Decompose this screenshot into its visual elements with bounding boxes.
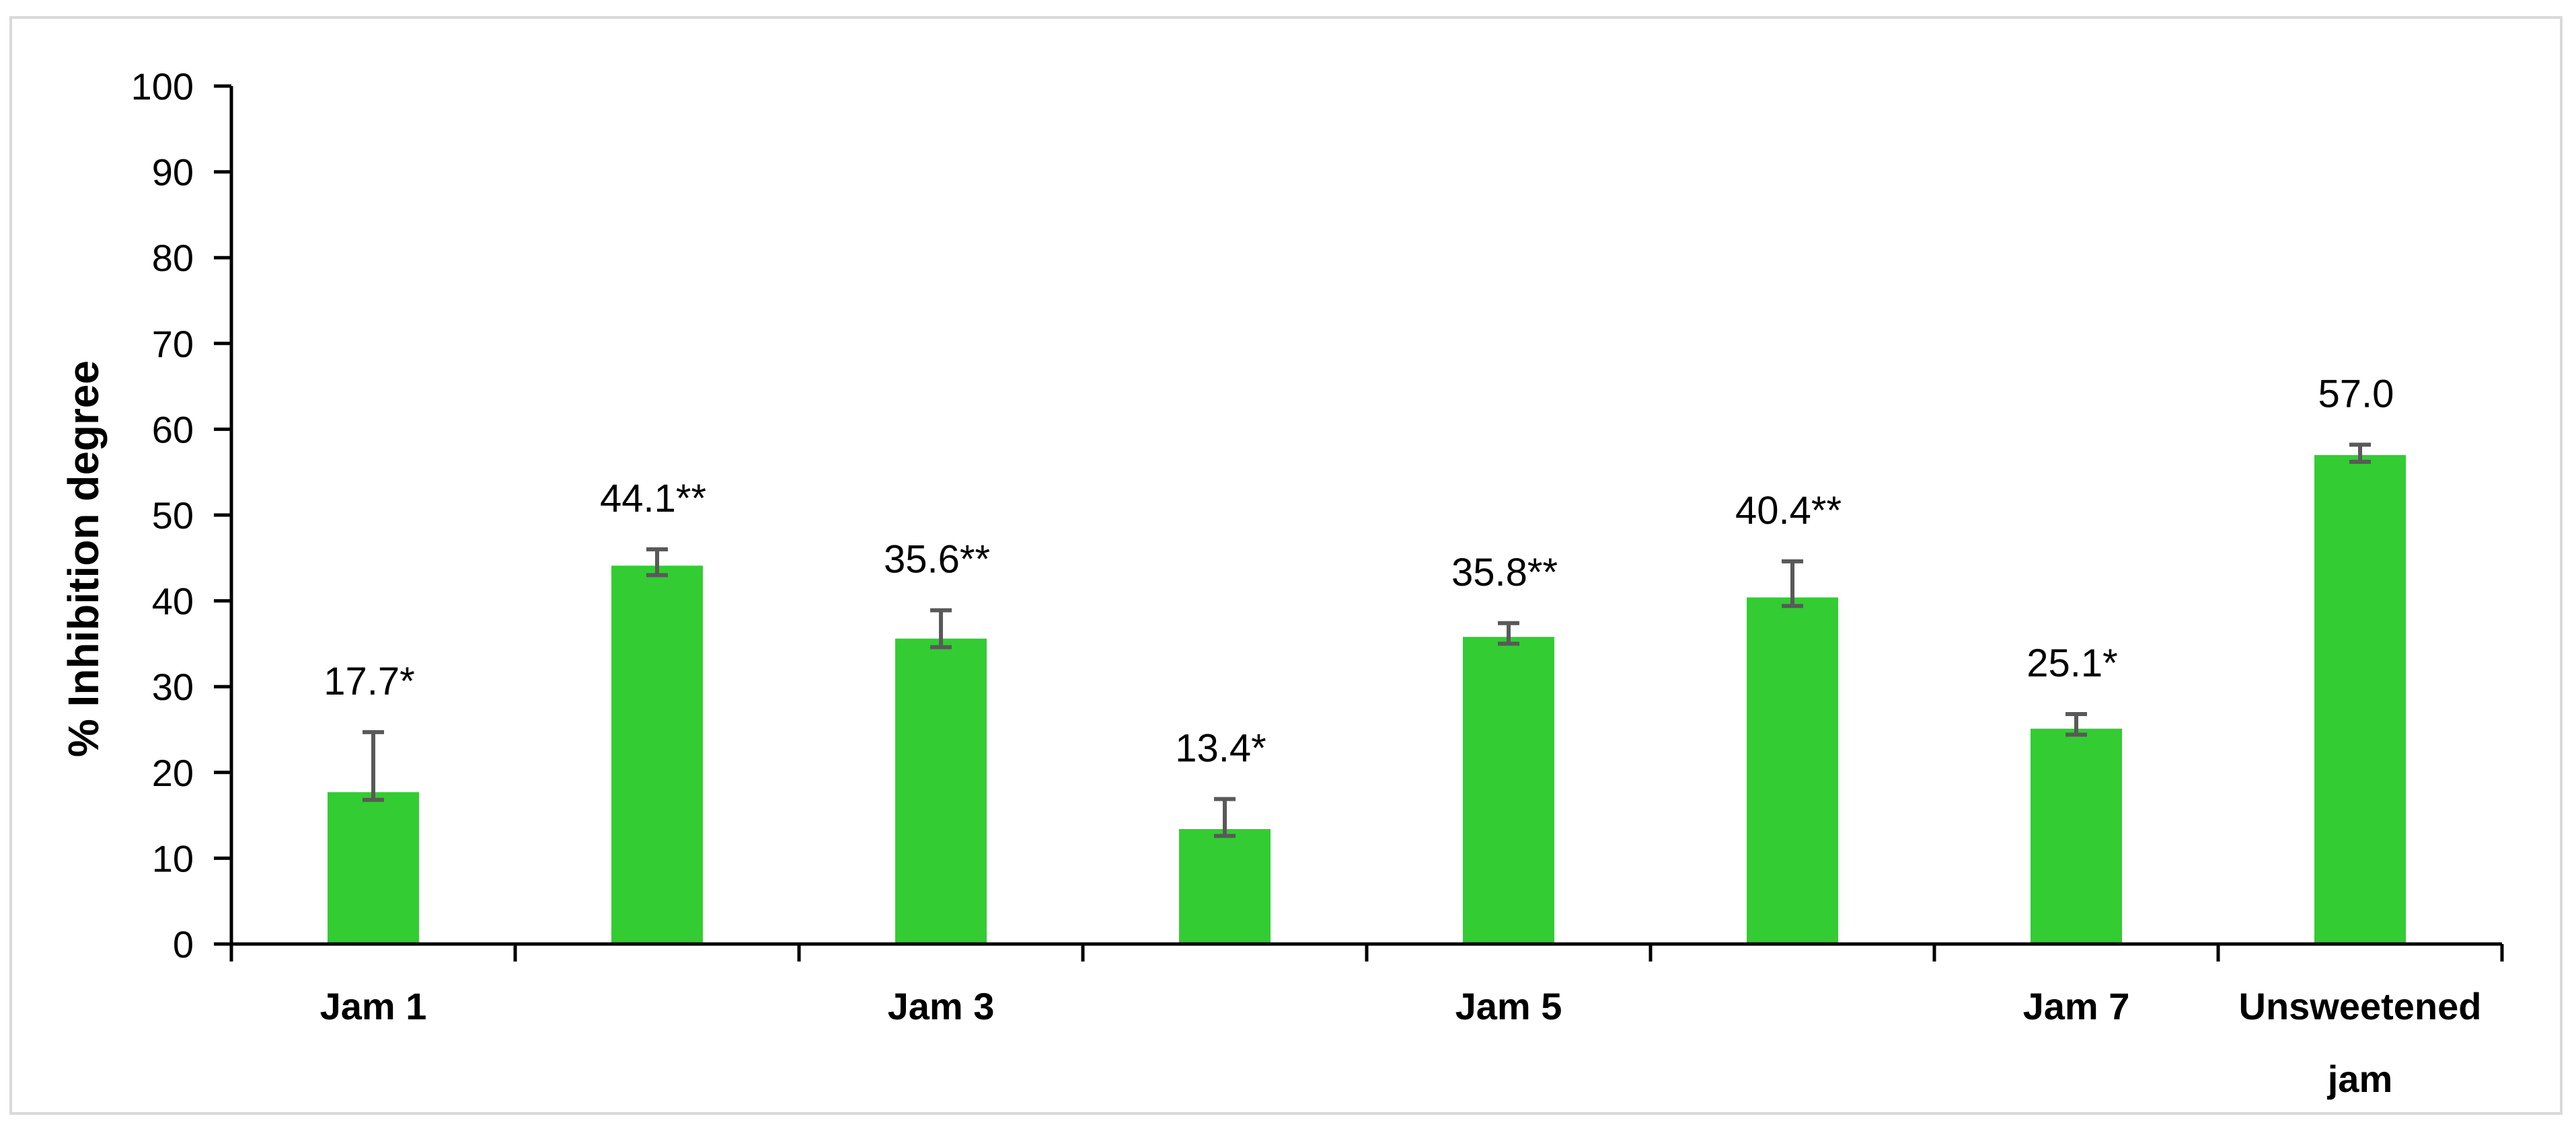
data-label: 25.1* (2026, 641, 2117, 685)
y-tick-label: 100 (131, 65, 194, 108)
y-tick-label: 60 (152, 408, 194, 450)
y-tick-label: 40 (152, 580, 194, 623)
x-category-label-line: jam (2327, 1058, 2393, 1100)
bars (328, 455, 2406, 944)
x-category-label-line: Unsweetened (2239, 985, 2482, 1027)
y-tick-label: 10 (152, 837, 194, 879)
y-tick-label: 80 (152, 237, 194, 279)
x-category-label-line: Jam 5 (1455, 985, 1562, 1027)
bar (2031, 728, 2122, 944)
data-label: 57.0 (2318, 372, 2394, 416)
y-tick-label: 70 (152, 323, 194, 365)
x-category-label-line: Jam 1 (320, 985, 427, 1027)
data-label: 13.4* (1175, 726, 1266, 770)
data-label: 17.7* (324, 660, 414, 703)
axes (229, 86, 2502, 946)
x-category-label-line: Jam 3 (888, 985, 995, 1027)
data-label: 35.6** (884, 538, 990, 582)
x-category-label: Jam 5 (1455, 985, 1562, 1027)
bar (2314, 455, 2406, 944)
bar (328, 792, 419, 944)
x-category-label: Jam 7 (2023, 985, 2130, 1027)
bar (611, 565, 703, 944)
x-category-label: Jam 3 (888, 985, 995, 1027)
bar (1179, 829, 1271, 944)
x-category-label-line: Jam 7 (2023, 985, 2130, 1027)
y-axis-title: % Inhibition degree (59, 360, 108, 757)
y-axis-title-group: % Inhibition degree (59, 360, 108, 757)
chart-frame: % Inhibition degree 0 10 20 30 40 50 60 70 80 90 1… (9, 16, 2563, 1115)
bar (1747, 597, 1838, 944)
data-labels: 17.7* 44.1** 35.6** 13.4* 35.8** 40.4** 25.1* 5… (324, 372, 2394, 770)
x-axis-ticks: Jam 1 Jam 3 Jam 5 Jam 7 Unsweetened jam (229, 944, 2504, 1100)
bar (1463, 637, 1554, 944)
x-category-label: Jam 1 (320, 985, 427, 1027)
y-tick-label: 0 (173, 923, 194, 966)
data-label: 44.1** (600, 477, 706, 520)
x-category-label: Unsweetened jam (2239, 985, 2482, 1100)
y-tick-label: 30 (152, 666, 194, 708)
bar (895, 638, 987, 944)
error-bars (363, 442, 2371, 838)
data-label: 40.4** (1735, 489, 1842, 533)
data-label: 35.8** (1451, 551, 1558, 594)
y-tick-label: 20 (152, 752, 194, 794)
bar-chart: % Inhibition degree 0 10 20 30 40 50 60 70 80 90 1… (59, 65, 2504, 1100)
y-axis-ticks: 0 10 20 30 40 50 60 70 80 90 100 (131, 65, 231, 966)
y-tick-label: 50 (152, 494, 194, 537)
y-tick-label: 90 (152, 151, 194, 194)
